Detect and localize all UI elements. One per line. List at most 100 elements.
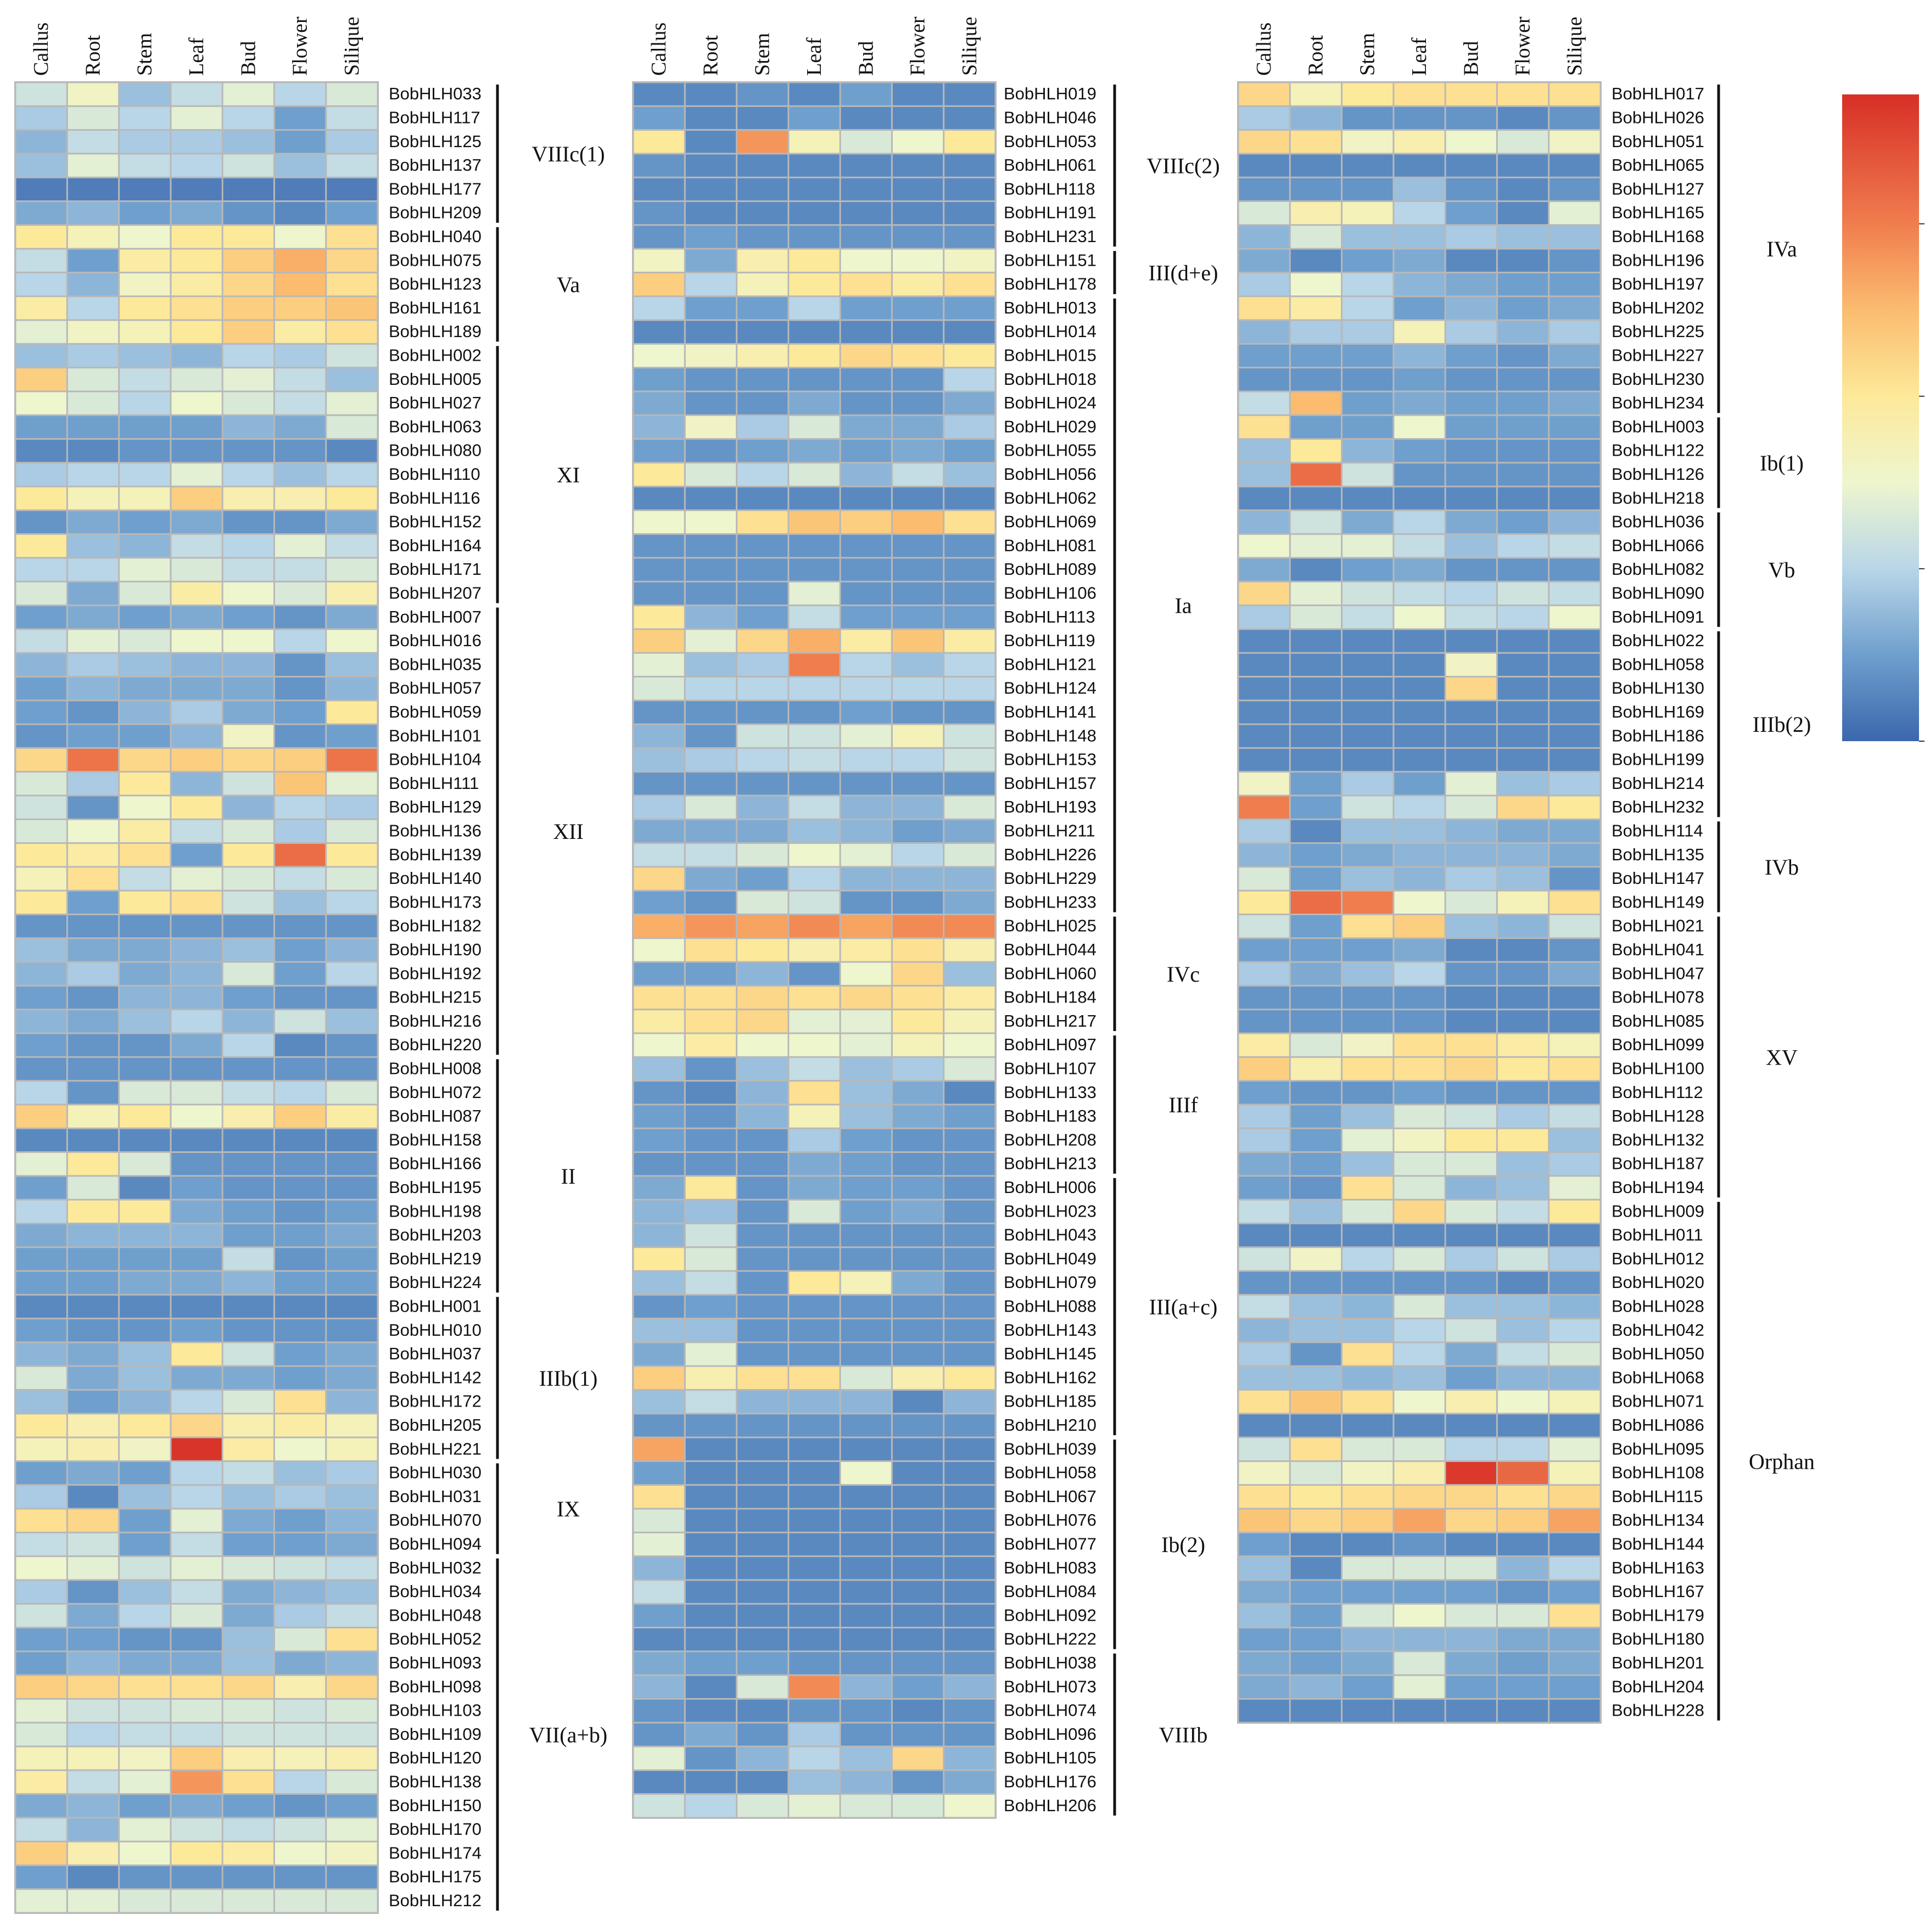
heatmap-cell [16, 1129, 66, 1151]
heatmap-cell [634, 772, 684, 795]
heatmap-cell [223, 962, 273, 985]
heatmap-cell [1342, 1057, 1393, 1080]
heatmap-cell [1342, 154, 1393, 177]
heatmap-cell [16, 1295, 66, 1318]
gene-label: BobHLH162 [1004, 1368, 1097, 1387]
heatmap-cell [892, 772, 943, 795]
gene-label: BobHLH202 [1612, 298, 1704, 317]
heatmap-cell [223, 1795, 273, 1817]
gene-label: BobHLH091 [1612, 607, 1704, 626]
heatmap-cell [68, 867, 119, 890]
gene-label: BobHLH044 [1004, 940, 1097, 959]
heatmap-cell [1239, 178, 1289, 200]
heatmap-cell [16, 463, 66, 486]
heatmap-cell [1290, 535, 1341, 557]
gene-label: BobHLH127 [1612, 179, 1704, 198]
gene-label: BobHLH014 [1004, 322, 1097, 341]
heatmap-cell [1549, 915, 1600, 938]
heatmap-cell [685, 962, 736, 985]
heatmap-cell [275, 1082, 326, 1104]
heatmap-cell [327, 1771, 377, 1794]
gene-label: BobHLH031 [389, 1487, 482, 1506]
heatmap-cell [1549, 725, 1600, 747]
heatmap-cell [1497, 1248, 1548, 1270]
heatmap-cell [1549, 1034, 1600, 1056]
heatmap-cell [16, 416, 66, 438]
gene-label: BobHLH050 [1612, 1344, 1704, 1363]
heatmap-cell [1394, 1604, 1445, 1627]
heatmap-cell [120, 653, 170, 676]
heatmap-cell [1342, 1438, 1393, 1460]
heatmap-cell [1394, 748, 1445, 771]
heatmap-cell [634, 1486, 684, 1508]
heatmap-cell [841, 83, 891, 105]
heatmap-cell [275, 368, 326, 391]
column-label-silique: Silique [340, 16, 363, 76]
heatmap-cell [737, 535, 788, 557]
heatmap-cell [1394, 653, 1445, 676]
heatmap-cell [16, 939, 66, 961]
gene-label: BobHLH229 [1004, 869, 1097, 888]
heatmap-cell [1290, 487, 1341, 509]
gene-label: BobHLH022 [1612, 631, 1704, 650]
heatmap-cell [789, 440, 840, 462]
heatmap-cell [634, 1319, 684, 1342]
heatmap-cell [68, 915, 119, 938]
heatmap-cell [1342, 249, 1393, 272]
gene-label: BobHLH101 [389, 726, 482, 745]
heatmap-cell [1446, 701, 1496, 724]
heatmap-cell [120, 1295, 170, 1318]
heatmap-cell [68, 107, 119, 130]
heatmap-cell [68, 487, 119, 509]
heatmap-cell [1497, 1129, 1548, 1151]
heatmap-cell [685, 273, 736, 296]
heatmap-cell [275, 1699, 326, 1722]
heatmap-cell [1549, 487, 1600, 509]
heatmap-cell [944, 1461, 995, 1485]
heatmap-cell [1446, 392, 1496, 415]
heatmap-cell [223, 558, 273, 581]
heatmap-cell [68, 368, 119, 391]
heatmap-cell [944, 1771, 995, 1794]
heatmap-cell [1239, 1224, 1289, 1247]
heatmap-cell [223, 131, 273, 153]
heatmap-cell [1446, 1129, 1496, 1151]
heatmap-cell [737, 1699, 788, 1722]
heatmap-cell [120, 1604, 170, 1627]
gene-label: BobHLH116 [389, 488, 480, 507]
heatmap-cell [685, 463, 736, 486]
gene-label: BobHLH115 [1612, 1487, 1703, 1506]
heatmap-cell [685, 1200, 736, 1223]
heatmap-cell [1446, 582, 1496, 605]
group-label: IIIb(1) [539, 1366, 598, 1391]
heatmap-cell [1446, 1343, 1496, 1365]
heatmap-cell [171, 344, 222, 367]
gene-label: BobHLH080 [389, 441, 482, 460]
heatmap-cell [892, 107, 943, 130]
heatmap-cell [68, 748, 119, 771]
heatmap-cell [685, 1367, 736, 1389]
heatmap-cell [789, 1343, 840, 1365]
heatmap-cell [275, 1295, 326, 1318]
heatmap-cell [68, 131, 119, 153]
heatmap-cell [327, 1557, 377, 1580]
heatmap-cell [737, 915, 788, 938]
heatmap-cell [892, 1010, 943, 1033]
heatmap-cell [68, 962, 119, 985]
gene-label: BobHLH072 [389, 1083, 482, 1102]
heatmap-cell [171, 820, 222, 843]
heatmap-cell [327, 701, 377, 724]
heatmap-cell [789, 1438, 840, 1460]
heatmap-cell [1497, 962, 1548, 985]
heatmap-cell [841, 297, 891, 320]
heatmap-cell [1394, 1010, 1445, 1033]
heatmap-cell [171, 1747, 222, 1769]
heatmap-cell [789, 463, 840, 486]
heatmap-cell [68, 1343, 119, 1365]
heatmap-cell [223, 1010, 273, 1033]
heatmap-cell [892, 1795, 943, 1817]
heatmap-cell [1446, 891, 1496, 914]
heatmap-cell [1290, 1200, 1341, 1223]
heatmap-cell [1446, 154, 1496, 177]
heatmap-cell [120, 273, 170, 296]
